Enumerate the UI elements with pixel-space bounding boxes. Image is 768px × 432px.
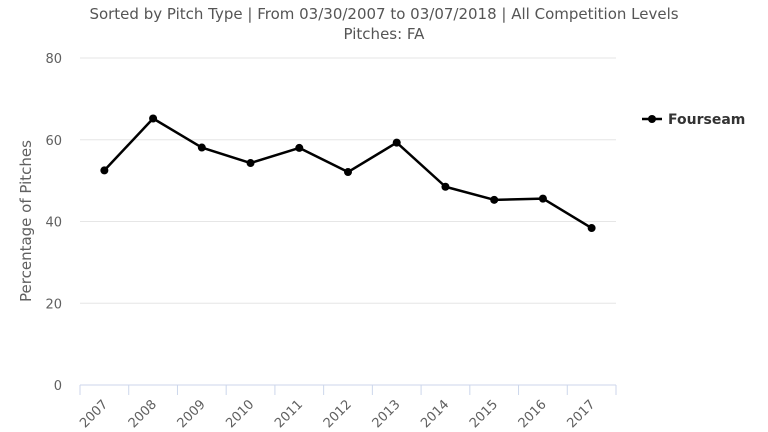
legend-label-fourseam[interactable]: Fourseam bbox=[668, 112, 745, 128]
x-tick-label: 2012 bbox=[321, 397, 355, 431]
data-point[interactable] bbox=[149, 114, 158, 123]
y-tick-label: 80 bbox=[45, 52, 62, 67]
chart-title: Sorted by Pitch Type | From 03/30/2007 t… bbox=[89, 5, 678, 23]
y-axis-ticks: 0 20 40 60 80 bbox=[45, 52, 62, 394]
chart-subtitle: Pitches: FA bbox=[344, 25, 426, 43]
x-tick-label: 2014 bbox=[418, 397, 452, 431]
y-tick-label: 40 bbox=[45, 216, 62, 231]
data-point[interactable] bbox=[587, 224, 596, 233]
data-point[interactable] bbox=[441, 182, 450, 191]
data-point[interactable] bbox=[538, 194, 547, 203]
data-point[interactable] bbox=[246, 159, 255, 168]
data-point[interactable] bbox=[392, 138, 401, 147]
y-tick-label: 20 bbox=[45, 297, 62, 312]
x-tick-label: 2007 bbox=[77, 397, 111, 431]
x-tick-label: 2011 bbox=[272, 397, 306, 431]
y-axis-label: Percentage of Pitches bbox=[17, 140, 35, 302]
x-tick-label: 2017 bbox=[564, 397, 598, 431]
x-axis: 2007 2008 2009 2010 2011 2012 2013 2014 2015 2016… bbox=[77, 384, 617, 431]
x-tick-label: 2009 bbox=[175, 397, 209, 431]
data-point[interactable] bbox=[197, 143, 206, 152]
data-point[interactable] bbox=[295, 143, 304, 152]
y-tick-label: 60 bbox=[45, 134, 62, 149]
x-tick-label: 2010 bbox=[223, 397, 257, 431]
data-point[interactable] bbox=[490, 195, 499, 204]
x-tick-label: 2015 bbox=[467, 397, 501, 431]
data-point[interactable] bbox=[100, 166, 109, 175]
x-tick-label: 2016 bbox=[516, 397, 550, 431]
data-point[interactable] bbox=[344, 168, 352, 177]
series-fourseam bbox=[100, 114, 596, 233]
x-tick-label: 2008 bbox=[126, 397, 160, 431]
legend-marker bbox=[648, 115, 656, 123]
gridlines bbox=[80, 57, 616, 304]
y-tick-label: 0 bbox=[54, 379, 62, 394]
x-tick-label: 2013 bbox=[370, 397, 404, 431]
legend[interactable]: Fourseam bbox=[642, 112, 745, 128]
